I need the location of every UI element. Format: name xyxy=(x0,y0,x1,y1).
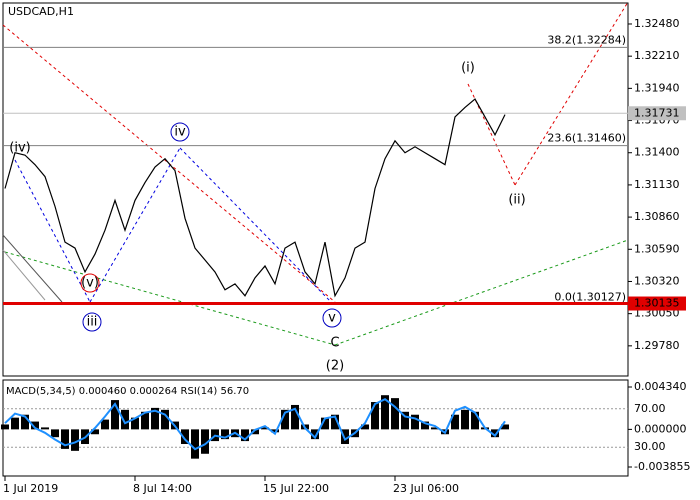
macd-bar xyxy=(51,429,59,438)
macd-bar xyxy=(241,429,249,442)
y-tick-label: 1.32210 xyxy=(634,49,680,62)
trend-line xyxy=(2,249,46,301)
wave-label: (v) xyxy=(81,276,99,291)
price-line-series xyxy=(4,98,506,298)
price-label: 1.30135 xyxy=(634,297,680,310)
macd-bar xyxy=(141,411,149,430)
y-tick-label: 0.000000 xyxy=(634,422,687,435)
y-tick-label: 1.30590 xyxy=(634,242,680,255)
wave-label: (i) xyxy=(461,61,475,76)
y-tick-label: 1.31130 xyxy=(634,178,680,191)
wave-label: C xyxy=(330,336,339,351)
annotation-circle xyxy=(80,273,100,293)
rsi-line xyxy=(4,398,506,451)
x-tick-label: 8 Jul 14:00 xyxy=(133,482,192,495)
wave-label: (iv) xyxy=(9,141,30,156)
macd-bar xyxy=(191,429,199,459)
macd-bar xyxy=(131,417,139,430)
wave-label: (ii) xyxy=(508,193,525,208)
macd-bar xyxy=(321,417,329,430)
macd-bar xyxy=(21,414,29,430)
wave-line xyxy=(14,159,91,303)
macd-bar xyxy=(261,427,269,430)
macd-bar xyxy=(11,417,19,430)
macd-bar xyxy=(271,429,279,433)
level-label: 23.6(1.31460) xyxy=(547,132,626,145)
wave-label: v xyxy=(328,311,336,326)
macd-bar xyxy=(111,400,119,430)
indicator-title: MACD(5,34,5) 0.000460 0.000264 RSI(14) 5… xyxy=(6,386,249,397)
price-label-box xyxy=(628,296,686,311)
macd-bar xyxy=(181,429,189,445)
macd-bar xyxy=(201,429,209,454)
price-panel xyxy=(2,2,629,377)
macd-bar xyxy=(451,414,459,430)
macd-bar xyxy=(101,419,109,430)
level-label: 38.2(1.32284) xyxy=(547,33,626,46)
macd-bar xyxy=(161,409,169,430)
annotation-circle xyxy=(82,312,102,332)
y2-tick-label: 70.00 xyxy=(634,402,666,415)
wave-line xyxy=(334,239,629,346)
y2-tick-label: 30.00 xyxy=(634,440,666,453)
macd-bar xyxy=(431,427,439,430)
trend-line xyxy=(2,234,63,303)
price-label-box xyxy=(628,106,686,121)
macd-bar xyxy=(421,421,429,430)
macd-bar xyxy=(31,421,39,430)
macd-bar xyxy=(471,411,479,430)
price-label: 1.31731 xyxy=(634,106,680,119)
x-tick-label: 15 Jul 22:00 xyxy=(263,482,329,495)
macd-bar xyxy=(331,414,339,430)
macd-bar xyxy=(251,429,259,435)
y-tick-label: 1.30860 xyxy=(634,210,680,223)
chart-title: USDCAD,H1 xyxy=(8,5,74,18)
macd-bar xyxy=(1,424,9,430)
wave-label: iii xyxy=(87,315,98,330)
macd-bar xyxy=(411,414,419,430)
wave-line xyxy=(179,147,333,304)
annotation-circle xyxy=(322,308,342,328)
y-tick-label: 1.32480 xyxy=(634,17,680,30)
macd-bar xyxy=(381,395,389,430)
macd-bar xyxy=(121,409,129,430)
macd-bar xyxy=(41,427,49,430)
y-tick-label: 1.29780 xyxy=(634,339,680,352)
macd-bar xyxy=(91,429,99,435)
y-tick-label: 1.30320 xyxy=(634,274,680,287)
macd-bar xyxy=(501,424,509,430)
y-tick-label: 0.004340 xyxy=(634,380,687,393)
macd-bar xyxy=(491,429,499,438)
y-tick-label: 1.31940 xyxy=(634,81,680,94)
macd-bar xyxy=(291,404,299,430)
macd-bar xyxy=(341,429,349,445)
macd-bar xyxy=(61,429,69,449)
macd-bar xyxy=(221,429,229,440)
y-tick-label: -0.003855 xyxy=(634,460,690,473)
annotation-circle xyxy=(170,122,190,142)
macd-bar xyxy=(391,398,399,430)
macd-bar xyxy=(71,429,79,451)
x-tick-label: 1 Jul 2019 xyxy=(3,482,58,495)
macd-bar xyxy=(401,411,409,430)
x-tick-label: 23 Jul 06:00 xyxy=(393,482,459,495)
macd-bar xyxy=(311,429,319,440)
level-label: 0.0(1.30127) xyxy=(554,290,626,303)
macd-bar xyxy=(281,409,289,430)
macd-bar xyxy=(371,402,379,430)
macd-bar xyxy=(461,409,469,430)
y-tick-label: 1.31400 xyxy=(634,146,680,159)
macd-bar xyxy=(151,407,159,430)
wave-label: (2) xyxy=(326,359,344,374)
macd-bar xyxy=(361,424,369,430)
wave-label: iv xyxy=(174,125,186,140)
